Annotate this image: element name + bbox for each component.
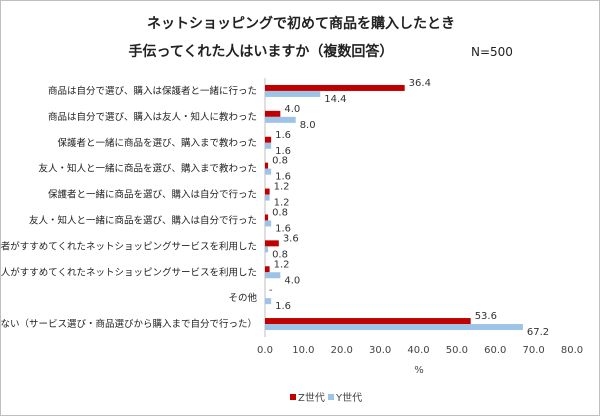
data-label: 0.8	[272, 156, 288, 167]
bar-y	[265, 142, 272, 149]
data-label: 0.8	[272, 249, 288, 260]
category-label: 商品は自分で選び、購入は友人・知人に教わった	[48, 111, 257, 123]
x-tick-label: 10.0	[292, 345, 314, 356]
data-label: 4.0	[284, 275, 300, 286]
data-label: 36.4	[409, 78, 431, 89]
legend-swatch	[290, 394, 296, 400]
category-label: 保護者と一緒に商品を選び、購入まで教わった	[57, 137, 257, 149]
category-label: 保護者がすすめてくれたネットショッピングサービスを利用した	[1, 240, 257, 252]
sample-size: N=500	[471, 45, 513, 59]
x-tick-label: 0.0	[257, 345, 273, 356]
category-label: 保護者と一緒に商品を選び、購入は自分で行った	[48, 189, 257, 201]
category-label: 友人・知人がすすめてくれたネットショッピングサービスを利用した	[1, 266, 257, 278]
data-label: 1.6	[275, 146, 291, 157]
bar-z	[265, 266, 270, 273]
chart-title: ネットショッピングで初めて商品を購入したとき	[147, 16, 455, 32]
bar-y	[265, 298, 272, 305]
bar-y	[265, 116, 296, 123]
data-label: 1.6	[275, 223, 291, 234]
data-label: 67.2	[527, 327, 549, 338]
bar-z	[265, 318, 471, 325]
bar-z	[265, 188, 270, 195]
data-label: 1.6	[275, 130, 291, 141]
bar-z	[265, 240, 279, 247]
data-label: 53.6	[475, 311, 497, 322]
data-label: 1.6	[275, 172, 291, 183]
x-tick-label: 70.0	[522, 345, 544, 356]
bar-y	[265, 194, 270, 201]
bar-y	[265, 246, 269, 253]
bar-z	[265, 136, 272, 143]
x-tick-label: 40.0	[407, 345, 429, 356]
data-label: 1.6	[275, 301, 291, 312]
legend-swatch	[328, 394, 334, 400]
x-tick-label: 80.0	[561, 345, 583, 356]
legend-label: Y世代	[335, 392, 362, 404]
data-label: -	[269, 285, 273, 296]
category-label: いない（サービス選び・商品選びから購入まで自分で行った）	[1, 318, 257, 330]
data-label: 1.2	[274, 259, 290, 270]
bar-y	[265, 90, 321, 97]
bar-z	[265, 84, 405, 91]
bar-z	[265, 214, 269, 221]
category-label: 友人・知人と一緒に商品を選び、購入まで教わった	[38, 163, 257, 175]
data-label: 8.0	[300, 120, 316, 131]
data-label: 3.6	[283, 233, 299, 244]
category-label: 商品は自分で選び、購入は保護者と一緒に行った	[48, 85, 257, 97]
legend-label: Z世代	[298, 392, 325, 404]
data-label: 0.8	[272, 207, 288, 218]
category-label: その他	[228, 292, 257, 304]
data-label: 1.2	[274, 198, 290, 209]
bar-y	[265, 168, 272, 175]
x-axis-label: %	[414, 365, 424, 376]
data-label: 14.4	[324, 94, 346, 105]
data-label: 1.2	[274, 182, 290, 193]
category-label: 友人・知人と一緒に商品を選び、購入は自分で行った	[29, 214, 257, 226]
x-tick-label: 20.0	[331, 345, 353, 356]
x-tick-label: 60.0	[484, 345, 506, 356]
x-tick-label: 30.0	[369, 345, 391, 356]
bar-z	[265, 110, 281, 117]
bar-z	[265, 162, 269, 169]
chart-subtitle: 手伝ってくれた人はいますか（複数回答）	[128, 44, 394, 60]
bar-y	[265, 324, 523, 331]
data-label: 4.0	[284, 104, 300, 115]
bar-y	[265, 272, 281, 279]
bar-y	[265, 220, 272, 227]
x-tick-label: 50.0	[446, 345, 468, 356]
